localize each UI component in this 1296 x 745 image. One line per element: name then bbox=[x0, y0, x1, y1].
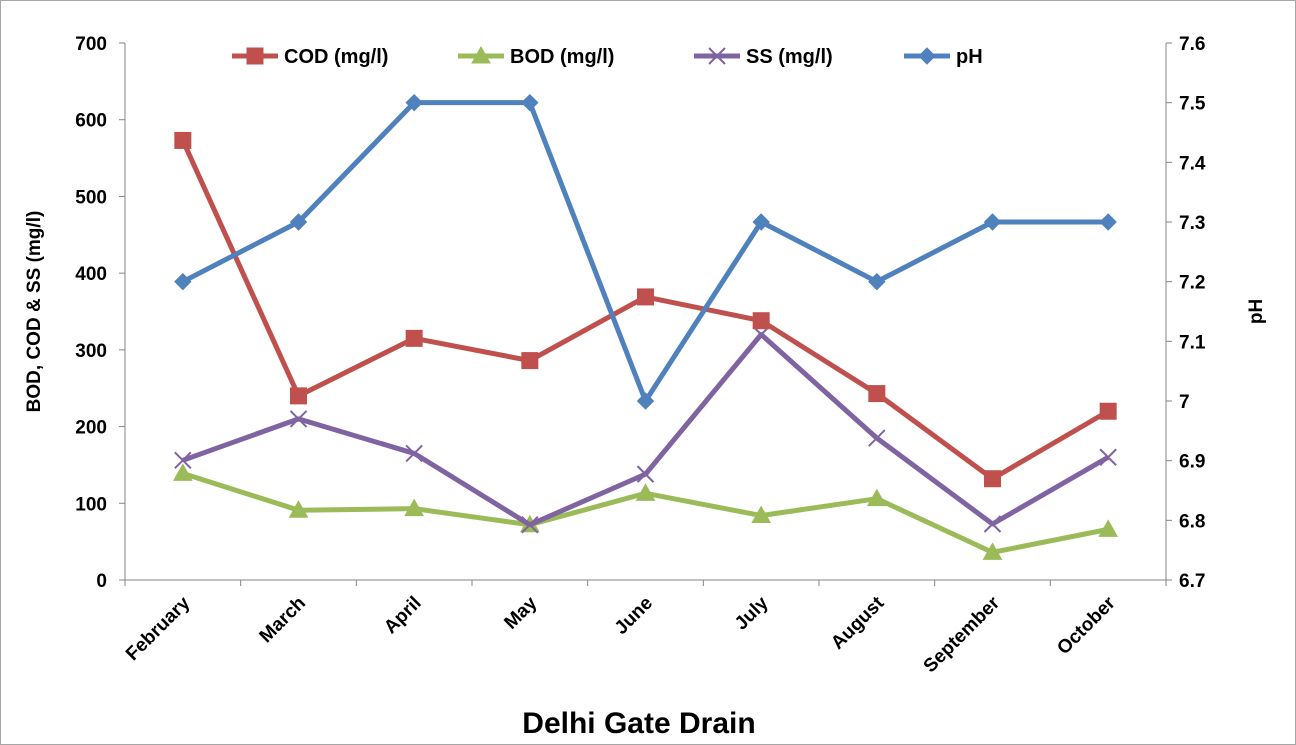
x-axis-tick-label: July bbox=[731, 592, 773, 634]
y2-axis-tick-label: 7 bbox=[1179, 392, 1190, 413]
data-point-cod bbox=[637, 288, 654, 306]
data-point-bod bbox=[1098, 519, 1119, 537]
y2-axis-tick-label: 7.3 bbox=[1179, 213, 1205, 234]
y-axis-title: BOD, COD & SS (mg/l) bbox=[24, 211, 45, 413]
chart-title: Delhi Gate Drain bbox=[522, 707, 755, 740]
x-axis-tick-label: October bbox=[1053, 592, 1120, 659]
series-line-ph bbox=[181, 100, 1109, 404]
data-point-cod bbox=[868, 385, 886, 403]
y-axis-tick-label: 500 bbox=[75, 187, 107, 208]
y2-axis-tick-label: 7.1 bbox=[1179, 332, 1206, 353]
data-point-bod bbox=[172, 463, 193, 481]
x-axis-tick-label: August bbox=[827, 592, 889, 654]
data-point-cod bbox=[984, 470, 1001, 488]
y-axis-tick-label: 600 bbox=[75, 111, 107, 132]
data-point-ss bbox=[983, 515, 1002, 533]
legend-label: COD (mg/l) bbox=[284, 46, 388, 68]
data-point-ss bbox=[405, 444, 423, 463]
y2-axis-tick-label: 6.8 bbox=[1179, 511, 1205, 532]
x-axis-tick-label: February bbox=[122, 592, 195, 665]
x-axis-tick-label: April bbox=[380, 593, 425, 638]
x-axis-tick-label: September bbox=[920, 592, 1005, 677]
data-point-ss bbox=[521, 516, 539, 534]
y2-axis-tick-label: 6.9 bbox=[1179, 452, 1205, 473]
data-point-cod bbox=[1099, 402, 1117, 420]
data-point-bod bbox=[866, 488, 887, 507]
data-point-ph bbox=[174, 272, 192, 291]
data-point-ph bbox=[289, 213, 308, 231]
series-cod bbox=[174, 131, 1117, 488]
y2-axis-tick-label: 7.4 bbox=[1179, 153, 1206, 174]
data-point-ph bbox=[521, 93, 539, 112]
data-point-cod bbox=[521, 352, 539, 370]
legend-marker bbox=[471, 45, 491, 64]
data-point-ph bbox=[868, 272, 886, 291]
y-axis-tick-label: 700 bbox=[75, 34, 107, 55]
series-bod bbox=[172, 463, 1119, 560]
data-point-cod bbox=[752, 312, 770, 330]
series-ph bbox=[174, 93, 1117, 410]
data-point-bod bbox=[288, 500, 309, 518]
legend-marker bbox=[708, 47, 726, 65]
legend-marker bbox=[246, 47, 264, 65]
legend-marker bbox=[918, 47, 936, 65]
data-point-ss bbox=[1099, 448, 1117, 466]
legend-item-cod: COD (mg/l) bbox=[232, 46, 388, 68]
data-point-ph bbox=[983, 213, 1002, 231]
data-point-cod bbox=[290, 387, 307, 405]
legend-label: pH bbox=[956, 46, 983, 68]
y-axis-tick-label: 300 bbox=[75, 341, 107, 362]
x-axis-tick-label: March bbox=[256, 593, 310, 647]
series-ss bbox=[174, 325, 1117, 534]
data-point-ss bbox=[636, 465, 655, 483]
y2-axis-title: pH bbox=[1246, 299, 1267, 324]
y-axis-tick-label: 400 bbox=[75, 264, 107, 285]
y-axis-tick-label: 200 bbox=[75, 418, 107, 439]
data-point-cod bbox=[174, 131, 192, 149]
x-axis-tick-label: June bbox=[611, 593, 657, 639]
data-point-ph bbox=[636, 392, 655, 410]
y2-axis-tick-label: 6.7 bbox=[1179, 571, 1205, 592]
data-point-ph bbox=[752, 213, 770, 231]
x-axis-tick-label: May bbox=[500, 592, 541, 633]
data-point-cod bbox=[405, 329, 423, 347]
data-point-bod bbox=[982, 542, 1003, 560]
y-axis-tick-label: 100 bbox=[75, 494, 107, 515]
y2-axis-tick-label: 7.2 bbox=[1179, 273, 1205, 294]
legend-item-ss: SS (mg/l) bbox=[694, 46, 833, 68]
y2-axis-tick-label: 7.5 bbox=[1179, 94, 1206, 115]
legend-label: BOD (mg/l) bbox=[510, 46, 614, 68]
data-point-bod bbox=[751, 505, 772, 524]
data-point-bod bbox=[635, 483, 656, 501]
data-point-ss bbox=[868, 429, 886, 447]
legend-label: SS (mg/l) bbox=[746, 46, 833, 68]
data-point-ph bbox=[1099, 213, 1117, 231]
data-point-bod bbox=[404, 498, 425, 517]
data-point-ss bbox=[289, 410, 308, 428]
y2-axis-tick-label: 7.6 bbox=[1179, 34, 1205, 55]
legend-item-bod: BOD (mg/l) bbox=[458, 45, 614, 68]
y-axis-tick-label: 0 bbox=[96, 571, 107, 592]
data-point-ph bbox=[405, 93, 423, 112]
legend-item-ph: pH bbox=[904, 46, 983, 68]
data-point-ss bbox=[174, 451, 192, 470]
